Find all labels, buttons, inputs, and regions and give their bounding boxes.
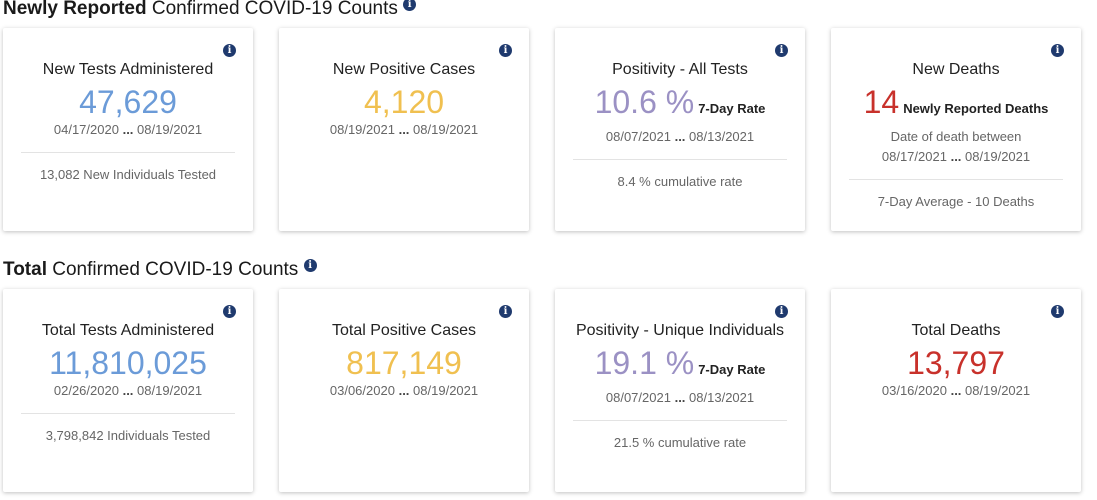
date-range: 08/19/2021 ... 08/19/2021 bbox=[329, 122, 479, 137]
stat-card: i Positivity - All Tests 10.6 % 7-Day Rat… bbox=[555, 28, 805, 231]
divider bbox=[573, 420, 787, 421]
value-suffix: Newly Reported Deaths bbox=[903, 101, 1049, 116]
total-heading: Total Confirmed COVID-19 Counts i bbox=[3, 259, 317, 281]
card-subtitle: Date of death between bbox=[890, 129, 1022, 144]
newly-reported-cards: i New Tests Administered 47,629 04/17/202… bbox=[3, 28, 1081, 231]
card-title: Total Tests Administered bbox=[41, 322, 215, 339]
info-icon[interactable]: i bbox=[303, 259, 317, 272]
card-footer: 3,798,842 Individuals Tested bbox=[45, 428, 211, 443]
date-range: 03/16/2020 ... 08/19/2021 bbox=[881, 383, 1031, 398]
card-value: 47,629 bbox=[79, 84, 177, 120]
card-value: 14 Newly Reported Deaths bbox=[863, 84, 1049, 120]
stat-card: i Total Deaths 13,797 03/16/2020 ... 08/1… bbox=[831, 289, 1081, 492]
total-cards: i Total Tests Administered 11,810,025 02/… bbox=[3, 289, 1081, 492]
card-footer: 8.4 % cumulative rate bbox=[617, 174, 743, 189]
date-range: 08/07/2021 ... 08/13/2021 bbox=[605, 129, 755, 144]
card-footer: 21.5 % cumulative rate bbox=[613, 435, 747, 450]
info-icon[interactable]: i bbox=[499, 305, 512, 318]
card-title: Positivity - Unique Individuals bbox=[575, 322, 785, 339]
card-value: 11,810,025 bbox=[49, 345, 207, 381]
card-value: 4,120 bbox=[363, 84, 445, 120]
info-icon[interactable]: i bbox=[775, 305, 788, 318]
stat-card: i New Deaths 14 Newly Reported Deaths Date… bbox=[831, 28, 1081, 231]
info-icon[interactable]: i bbox=[223, 44, 236, 57]
info-icon[interactable]: i bbox=[403, 0, 417, 11]
newly-reported-heading: Newly Reported Confirmed COVID-19 Counts… bbox=[3, 0, 417, 20]
date-range: 02/26/2020 ... 08/19/2021 bbox=[53, 383, 203, 398]
card-title: New Deaths bbox=[912, 61, 1000, 78]
card-title: Total Positive Cases bbox=[331, 322, 477, 339]
info-icon[interactable]: i bbox=[1051, 305, 1064, 318]
info-icon[interactable]: i bbox=[499, 44, 512, 57]
card-title: Total Deaths bbox=[911, 322, 1001, 339]
card-value: 10.6 % 7-Day Rate bbox=[594, 84, 766, 120]
date-range: 08/07/2021 ... 08/13/2021 bbox=[605, 390, 755, 405]
card-footer: 13,082 New Individuals Tested bbox=[39, 167, 217, 182]
date-range: 04/17/2020 ... 08/19/2021 bbox=[53, 122, 203, 137]
divider bbox=[21, 152, 235, 153]
stat-card: i Positivity - Unique Individuals 19.1 %… bbox=[555, 289, 805, 492]
card-title: New Tests Administered bbox=[42, 61, 214, 78]
divider bbox=[21, 413, 235, 414]
stat-card: i New Tests Administered 47,629 04/17/202… bbox=[3, 28, 253, 231]
card-title: New Positive Cases bbox=[332, 61, 476, 78]
stat-card: i New Positive Cases 4,120 08/19/2021 ...… bbox=[279, 28, 529, 231]
info-icon[interactable]: i bbox=[223, 305, 236, 318]
date-range: 03/06/2020 ... 08/19/2021 bbox=[329, 383, 479, 398]
card-title: Positivity - All Tests bbox=[612, 61, 748, 78]
card-value: 13,797 bbox=[907, 345, 1005, 381]
card-value: 19.1 % 7-Day Rate bbox=[594, 345, 766, 381]
info-icon[interactable]: i bbox=[1051, 44, 1064, 57]
info-icon[interactable]: i bbox=[775, 44, 788, 57]
card-value: 817,149 bbox=[346, 345, 462, 381]
divider bbox=[573, 159, 787, 160]
stat-card: i Total Positive Cases 817,149 03/06/2020… bbox=[279, 289, 529, 492]
divider bbox=[849, 179, 1063, 180]
card-footer: 7-Day Average - 10 Deaths bbox=[877, 194, 1035, 209]
stat-card: i Total Tests Administered 11,810,025 02/… bbox=[3, 289, 253, 492]
value-suffix: 7-Day Rate bbox=[698, 101, 766, 116]
date-range: 08/17/2021 ... 08/19/2021 bbox=[881, 149, 1031, 164]
value-suffix: 7-Day Rate bbox=[698, 362, 766, 377]
